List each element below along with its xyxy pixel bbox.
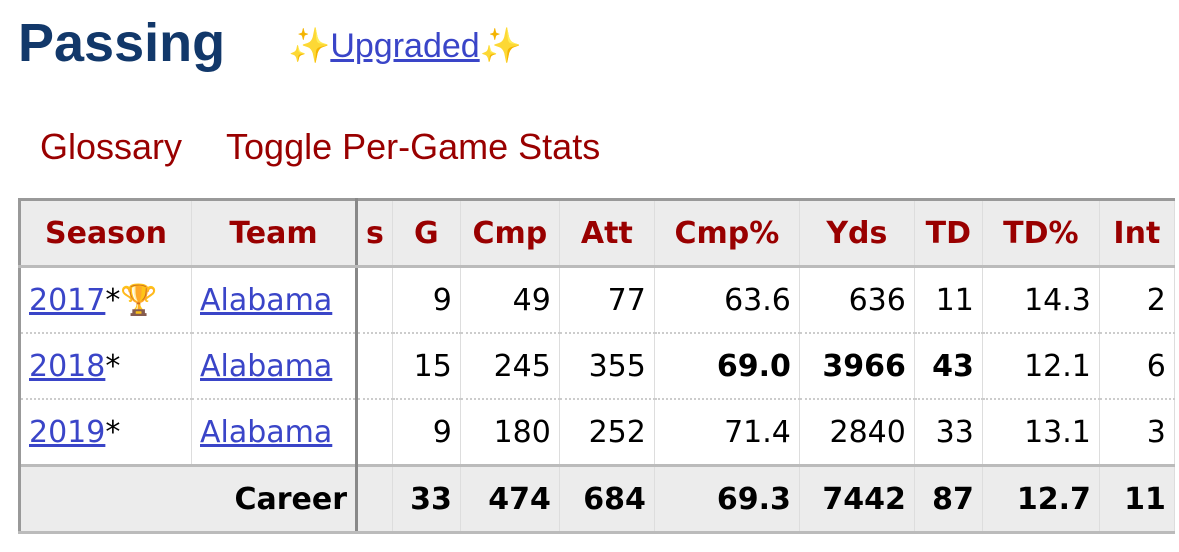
team-link[interactable]: Alabama: [200, 282, 333, 318]
toolbar-link[interactable]: Glossary: [40, 126, 183, 167]
toolbar-link[interactable]: Toggle Per-Game Stats: [226, 126, 601, 167]
season-mark: *: [105, 414, 121, 450]
award-icon: 🏆: [120, 282, 158, 318]
stat-cell: 33: [392, 464, 461, 534]
table-row: 2019* Alabama 9 180 252 71.4 2840 33 13.1 3: [18, 399, 1175, 467]
column-header[interactable]: TD%: [982, 198, 1100, 268]
table-row: 2018* Alabama 15 245 355 69.0 3966 43 12.1 6: [18, 333, 1175, 400]
clipped-cell: [356, 464, 393, 534]
stat-cell: 12.7: [982, 464, 1100, 534]
stat-cell: 14.3: [982, 266, 1100, 334]
clipped-cell: [356, 266, 393, 334]
section-title: Passing: [18, 13, 226, 73]
header-row: Season Team s G Cmp Att Cmp% Yds TD TD% Int: [18, 198, 1175, 268]
sparkle: ✨: [288, 26, 331, 66]
stat-cell: 684: [559, 464, 655, 534]
team-cell: Alabama: [191, 266, 358, 334]
stat-cell: 355: [559, 333, 655, 400]
season-cell: 2019*: [18, 399, 192, 467]
team-cell: Alabama: [191, 333, 358, 400]
stat-cell: 87: [914, 464, 983, 534]
stat-cell: 180: [460, 399, 560, 467]
stat-cell: 6: [1099, 333, 1175, 400]
upgraded: ✨Upgraded✨: [288, 26, 522, 66]
stat-cell: 13.1: [982, 399, 1100, 467]
stat-cell: 11: [914, 266, 983, 334]
season-mark: *: [105, 348, 121, 384]
column-header[interactable]: Season: [18, 198, 192, 268]
column-header[interactable]: s: [356, 198, 393, 268]
season-link[interactable]: 2018: [29, 348, 106, 384]
stat-cell: 49: [460, 266, 560, 334]
clipped-cell: [356, 399, 393, 467]
season-mark: *: [105, 282, 121, 318]
stat-cell: 636: [799, 266, 915, 334]
column-header[interactable]: TD: [914, 198, 983, 268]
column-header[interactable]: Yds: [799, 198, 915, 268]
stat-cell: 63.6: [654, 266, 800, 334]
sparkle: ✨: [479, 26, 523, 66]
team-cell: Alabama: [191, 399, 358, 467]
stat-cell: 9: [392, 399, 461, 467]
stat-cell: 11: [1099, 464, 1175, 534]
table-row: 2017*🏆 Alabama 9 49 77 63.6 636 11 14.3 2: [18, 266, 1175, 334]
stat-cell: 15: [392, 333, 461, 400]
column-header[interactable]: G: [392, 198, 461, 268]
stat-cell: 33: [914, 399, 983, 467]
column-header[interactable]: Att: [559, 198, 655, 268]
column-header[interactable]: Team: [191, 198, 358, 268]
stat-cell: 69.3: [654, 464, 800, 534]
stat-cell: 7442: [799, 464, 915, 534]
upgraded-link[interactable]: Upgraded: [330, 27, 480, 65]
stats-table: Season Team s G Cmp Att Cmp% Yds TD TD% Int 2017*🏆…: [18, 198, 1175, 534]
stat-cell: 9: [392, 266, 461, 334]
stat-cell: 43: [914, 333, 983, 400]
stat-cell: 474: [460, 464, 560, 534]
team-link[interactable]: Alabama: [200, 414, 333, 450]
season-link[interactable]: 2017: [29, 282, 106, 318]
stat-cell: 3: [1099, 399, 1175, 467]
stat-cell: 2840: [799, 399, 915, 467]
column-header[interactable]: Cmp%: [654, 198, 800, 268]
column-header[interactable]: Int: [1099, 198, 1175, 268]
season-cell: 2018*: [18, 333, 192, 400]
toolbar: Glossary Toggle Per-Game Stats: [40, 126, 644, 168]
stat-cell: 245: [460, 333, 560, 400]
stat-cell: 71.4: [654, 399, 800, 467]
career-label: Career: [18, 464, 358, 534]
career-row: Career 33 474 684 69.3 7442 87 12.7 11: [18, 464, 1175, 534]
team-link[interactable]: Alabama: [200, 348, 333, 384]
table-body: 2017*🏆 Alabama 9 49 77 63.6 636 11 14.3 2 2018* Ala…: [18, 266, 1175, 534]
clipped-cell: [356, 333, 393, 400]
stat-cell: 69.0: [654, 333, 800, 400]
stat-cell: 3966: [799, 333, 915, 400]
season-cell: 2017*🏆: [18, 266, 192, 334]
stat-cell: 2: [1099, 266, 1175, 334]
stat-cell: 12.1: [982, 333, 1100, 400]
season-link[interactable]: 2019: [29, 414, 106, 450]
column-header[interactable]: Cmp: [460, 198, 560, 268]
stat-cell: 77: [559, 266, 655, 334]
stat-cell: 252: [559, 399, 655, 467]
